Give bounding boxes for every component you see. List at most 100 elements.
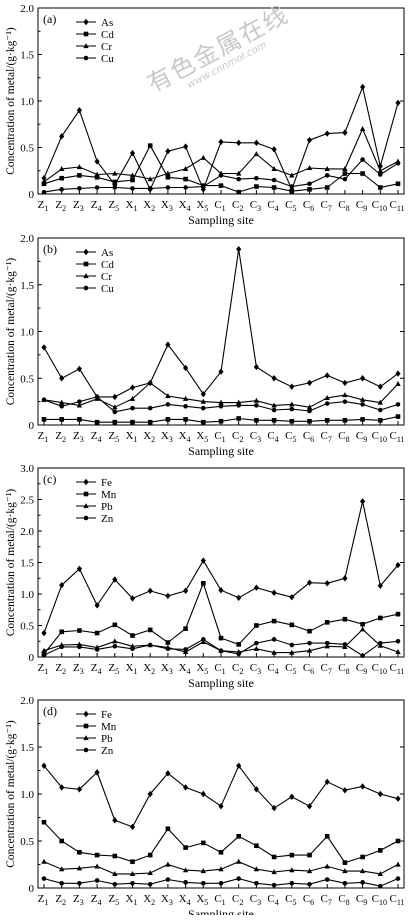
x-tick-label: Z2 <box>55 430 66 444</box>
legend-marker <box>83 503 89 509</box>
x-tick-label: Z2 <box>55 893 66 907</box>
data-point-fe <box>147 587 153 595</box>
data-point-cu <box>218 173 224 178</box>
data-point-cd <box>360 171 365 176</box>
y-tick-label: 0.5 <box>20 373 34 385</box>
data-point-mn <box>147 852 153 858</box>
data-point-fe <box>236 762 242 769</box>
data-point-as <box>253 139 259 147</box>
legend-label-cu: Cu <box>101 53 114 65</box>
legend-marker <box>83 735 89 741</box>
x-tick-label: X4 <box>179 430 191 444</box>
data-point-zn <box>324 640 330 646</box>
data-point-cr <box>377 167 383 173</box>
data-point-cr <box>112 404 118 410</box>
data-point-mn <box>254 623 259 628</box>
x-tick-label: X2 <box>143 430 155 444</box>
data-point-cu <box>77 186 82 191</box>
data-point-as <box>76 365 82 373</box>
data-point-cr <box>200 154 206 160</box>
x-tick-label: Z1 <box>38 430 49 444</box>
x-tick-label: Z5 <box>108 893 119 907</box>
x-tick-label: C4 <box>267 662 278 676</box>
data-point-cd <box>254 184 259 189</box>
legend-marker <box>83 43 89 49</box>
data-point-cr <box>253 151 260 157</box>
data-point-as <box>342 379 348 387</box>
data-point-cr <box>289 172 295 178</box>
x-tick-label: C11 <box>389 662 404 676</box>
x-tick-label: Z4 <box>91 199 102 213</box>
data-point-cd <box>165 417 171 422</box>
legend-marker <box>83 515 89 521</box>
data-point-cr <box>306 165 313 171</box>
data-point-cd <box>289 188 295 194</box>
x-tick-label: Z3 <box>73 662 84 676</box>
x-tick-label: Z4 <box>91 430 102 444</box>
data-point-as <box>112 393 118 401</box>
data-point-pb <box>342 868 348 874</box>
data-point-cu <box>395 161 401 166</box>
x-tick-label: C5 <box>285 199 296 213</box>
data-point-fe <box>41 629 47 637</box>
series-line-fe <box>43 501 399 634</box>
data-point-fe <box>76 565 82 572</box>
data-point-cu <box>130 186 135 191</box>
x-tick-label: C11 <box>389 430 404 444</box>
data-point-mn <box>94 630 100 636</box>
data-point-zn <box>94 878 100 883</box>
y-tick-label: 2.0 <box>20 3 34 15</box>
y-tick-label: 2.0 <box>20 233 34 245</box>
data-point-cd <box>307 418 312 424</box>
data-point-cd <box>378 185 383 190</box>
y-tick-label: 2.5 <box>20 495 34 507</box>
data-point-cu <box>289 406 295 412</box>
data-point-mn <box>236 642 241 647</box>
data-point-zn <box>183 880 188 885</box>
data-point-mn <box>183 845 188 850</box>
x-tick-label: Z1 <box>38 893 49 907</box>
x-tick-label: C2 <box>232 430 243 444</box>
data-point-cu <box>112 409 118 415</box>
data-point-cr <box>359 126 366 131</box>
data-point-fe <box>218 803 224 810</box>
data-point-mn <box>218 849 224 855</box>
x-tick-label: Z4 <box>91 893 102 907</box>
data-point-fe <box>271 804 277 812</box>
panel-label: (b) <box>43 242 57 256</box>
legend-label-fe: Fe <box>101 477 112 489</box>
data-point-cr <box>165 393 171 399</box>
data-point-cr <box>253 397 260 403</box>
data-point-mn <box>77 849 82 855</box>
x-tick-label: C7 <box>321 893 332 907</box>
data-point-cd <box>342 171 348 176</box>
data-point-as <box>183 143 189 150</box>
data-point-zn <box>236 876 241 881</box>
data-point-cr <box>324 165 330 171</box>
x-tick-label: X3 <box>161 662 173 676</box>
y-tick-label: 0.5 <box>20 143 34 155</box>
data-point-mn <box>218 635 224 641</box>
x-tick-label: Z2 <box>55 199 66 213</box>
data-point-cu <box>201 184 206 189</box>
data-point-as <box>377 383 383 390</box>
x-tick-label: C6 <box>303 662 314 676</box>
data-point-mn <box>378 848 383 853</box>
y-tick-label: 1.0 <box>20 589 34 601</box>
legend-label-zn: Zn <box>101 745 114 757</box>
data-point-fe <box>94 769 100 776</box>
data-point-fe <box>360 498 366 505</box>
data-point-as <box>200 390 206 398</box>
data-point-cd <box>94 174 100 180</box>
x-tick-label: X3 <box>161 199 173 213</box>
legend-label-cd: Cd <box>101 259 114 271</box>
x-tick-label: X1 <box>126 662 138 676</box>
data-point-cu <box>324 173 330 178</box>
x-axis-title: Sampling site <box>188 213 254 227</box>
data-point-pb <box>359 626 366 632</box>
data-point-mn <box>271 854 277 860</box>
data-point-cd <box>324 418 330 423</box>
data-point-mn <box>183 626 188 631</box>
x-tick-label: C11 <box>389 893 404 907</box>
